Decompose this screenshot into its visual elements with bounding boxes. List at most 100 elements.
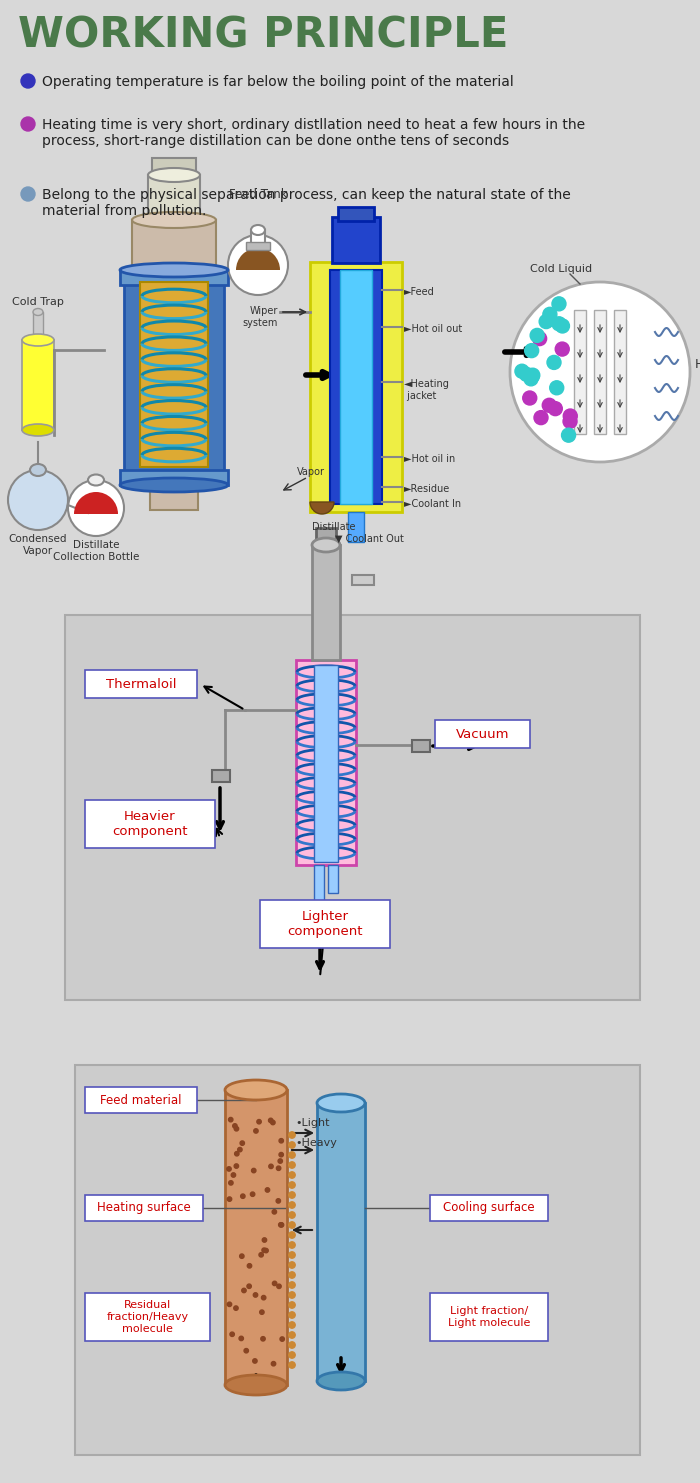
Bar	[348, 512, 364, 541]
Circle shape	[259, 1253, 263, 1258]
Bar	[85, 670, 197, 698]
Circle shape	[539, 314, 553, 329]
Circle shape	[289, 1132, 295, 1137]
Bar	[328, 865, 338, 893]
Text: WORKING PRINCIPLE: WORKING PRINCIPLE	[18, 15, 508, 56]
Circle shape	[238, 1148, 242, 1152]
Circle shape	[251, 1169, 256, 1173]
Circle shape	[8, 470, 68, 529]
Circle shape	[261, 1296, 266, 1301]
Bar	[314, 664, 338, 862]
Ellipse shape	[225, 1375, 287, 1396]
Circle shape	[234, 1307, 238, 1311]
Bar	[330, 270, 382, 504]
Bar	[412, 740, 430, 752]
Circle shape	[272, 1210, 276, 1215]
Circle shape	[289, 1172, 295, 1178]
Text: Vapor: Vapor	[297, 467, 325, 478]
Bar	[314, 865, 324, 911]
Text: ►Coolant In: ►Coolant In	[404, 498, 461, 509]
Circle shape	[289, 1212, 295, 1218]
Text: Light fraction/
Light molecule: Light fraction/ Light molecule	[448, 1307, 530, 1327]
Bar	[33, 311, 43, 343]
Circle shape	[524, 372, 538, 386]
Bar	[614, 310, 626, 435]
Circle shape	[241, 1194, 245, 1198]
Bar	[85, 1195, 203, 1221]
Circle shape	[269, 1118, 273, 1123]
Text: Lighter
component: Lighter component	[287, 911, 363, 939]
Circle shape	[21, 117, 35, 131]
Text: ►Hot oil in: ►Hot oil in	[404, 454, 455, 464]
Circle shape	[564, 409, 577, 423]
Circle shape	[547, 356, 561, 369]
Text: Operating temperature is far below the boiling point of the material: Operating temperature is far below the b…	[42, 76, 514, 89]
Circle shape	[534, 411, 548, 424]
Text: ►Feed: ►Feed	[404, 288, 435, 297]
Bar	[430, 1293, 548, 1341]
Ellipse shape	[132, 212, 216, 228]
Text: Distillate
Collection Bottle: Distillate Collection Bottle	[52, 540, 139, 562]
Circle shape	[262, 1249, 266, 1252]
Circle shape	[244, 1348, 248, 1352]
Circle shape	[550, 381, 564, 394]
Circle shape	[279, 1152, 284, 1157]
Ellipse shape	[22, 334, 54, 346]
Bar	[435, 721, 530, 747]
Ellipse shape	[312, 538, 340, 552]
Bar	[338, 208, 374, 221]
Ellipse shape	[317, 1094, 365, 1112]
Text: ▼ Coolant Out: ▼ Coolant Out	[335, 534, 404, 544]
Text: Cold Liquid: Cold Liquid	[530, 264, 592, 274]
Circle shape	[251, 1192, 255, 1197]
Text: •Light: •Light	[295, 1118, 330, 1129]
Circle shape	[276, 1198, 281, 1203]
Circle shape	[525, 344, 539, 357]
Text: Wiper
system: Wiper system	[243, 305, 278, 328]
Bar	[85, 799, 215, 848]
Circle shape	[228, 1117, 233, 1121]
Circle shape	[289, 1281, 295, 1289]
Circle shape	[265, 1188, 270, 1192]
Circle shape	[280, 1336, 284, 1341]
Text: •Heavy: •Heavy	[295, 1137, 337, 1148]
Bar	[352, 575, 374, 584]
Circle shape	[289, 1161, 295, 1169]
Bar	[430, 1195, 548, 1221]
Circle shape	[555, 319, 569, 334]
Circle shape	[542, 399, 556, 412]
Circle shape	[231, 1173, 236, 1178]
Circle shape	[253, 1129, 258, 1133]
Circle shape	[228, 1197, 232, 1201]
Wedge shape	[236, 248, 280, 270]
Circle shape	[234, 1151, 239, 1155]
Text: Residual
fraction/Heavy
molecule: Residual fraction/Heavy molecule	[106, 1301, 188, 1333]
Ellipse shape	[30, 464, 46, 476]
Circle shape	[289, 1241, 295, 1249]
Bar	[148, 175, 200, 222]
Bar	[120, 270, 228, 285]
Text: Heat: Heat	[695, 357, 700, 371]
Text: Heating time is very short, ordinary distllation need to heat a few hours in the: Heating time is very short, ordinary dis…	[42, 119, 585, 148]
Circle shape	[228, 1302, 232, 1307]
Bar	[22, 340, 54, 430]
Circle shape	[239, 1255, 244, 1259]
Ellipse shape	[33, 308, 43, 316]
Circle shape	[289, 1152, 295, 1158]
Circle shape	[289, 1142, 295, 1148]
Circle shape	[289, 1342, 295, 1348]
Circle shape	[234, 1127, 239, 1132]
Circle shape	[262, 1238, 267, 1243]
Bar	[246, 242, 270, 251]
Circle shape	[542, 313, 556, 326]
Circle shape	[279, 1222, 283, 1226]
Text: Heavier
component: Heavier component	[112, 810, 188, 838]
Circle shape	[530, 328, 544, 343]
Text: Thermaloil: Thermaloil	[106, 678, 176, 691]
Bar	[317, 1103, 365, 1381]
Circle shape	[510, 282, 690, 463]
Circle shape	[555, 343, 569, 356]
Circle shape	[257, 1120, 261, 1124]
Circle shape	[239, 1336, 244, 1341]
Ellipse shape	[251, 225, 265, 234]
